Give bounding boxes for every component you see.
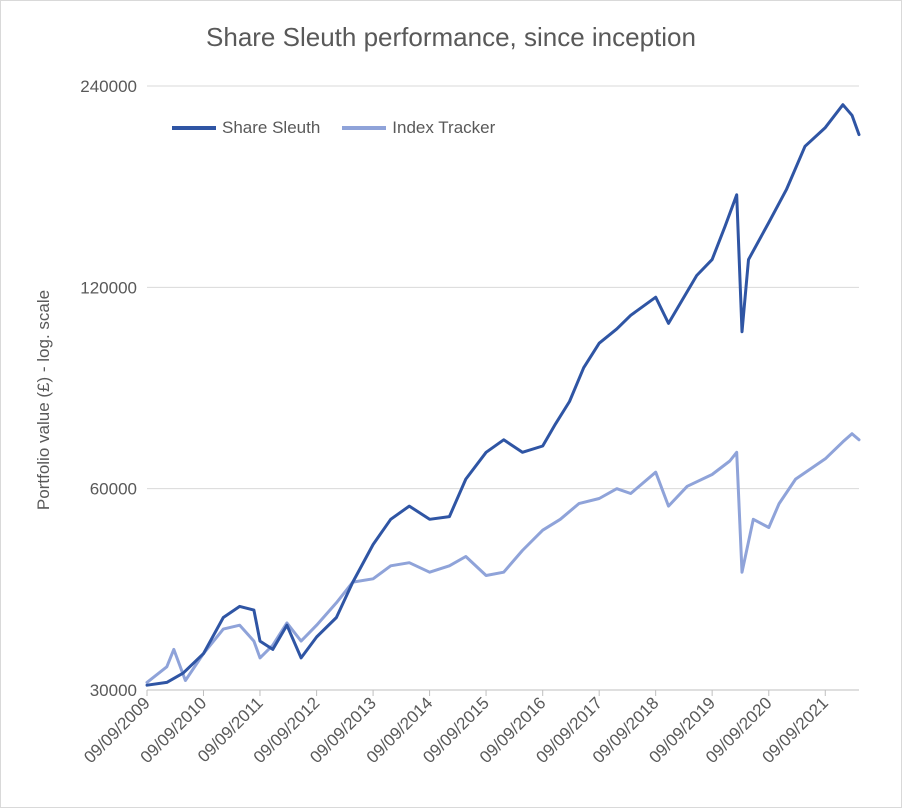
y-tick-label-120000: 120000 [80,278,137,297]
y-tick-label-60000: 60000 [90,480,137,499]
legend-item-share-sleuth: Share Sleuth [172,118,320,138]
legend-item-index-tracker: Index Tracker [342,118,495,138]
chart-title: Share Sleuth performance, since inceptio… [206,22,696,52]
legend-swatch-share-sleuth [172,126,216,130]
y-tick-label-30000: 30000 [90,681,137,700]
series-line-share-sleuth [145,103,861,687]
legend: Share Sleuth Index Tracker [172,118,517,138]
legend-swatch-index-tracker [342,126,387,130]
legend-label-index-tracker: Index Tracker [392,118,496,137]
series-line-index-tracker [145,432,861,684]
legend-label-share-sleuth: Share Sleuth [222,118,321,137]
y-tick-label-240000: 240000 [80,77,137,96]
